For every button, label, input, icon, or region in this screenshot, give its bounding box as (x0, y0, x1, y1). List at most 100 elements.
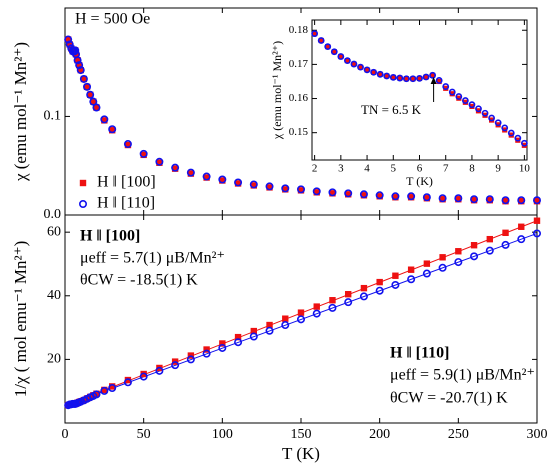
annotation: TN = 6.5 K (361, 102, 422, 117)
marker-circle (64, 35, 73, 44)
marker-circle (317, 37, 325, 44)
marker-circle (396, 74, 404, 82)
marker-circle (86, 90, 95, 99)
y-axis-label: χ (emu mol⁻¹ Mn²⁺) (270, 41, 284, 140)
marker-square (455, 196, 462, 203)
annotation: H = 500 Oe (75, 11, 150, 28)
marker-square (338, 53, 344, 60)
marker-circle (79, 74, 88, 83)
marker-square (187, 170, 195, 177)
marker-circle (344, 189, 353, 198)
marker-square (470, 242, 478, 249)
marker-circle (350, 60, 358, 68)
marker-circle (202, 349, 211, 358)
marker-circle (186, 168, 195, 177)
marker-square (392, 194, 399, 201)
marker-circle (475, 105, 482, 113)
marker-circle (429, 71, 437, 79)
marker-square (376, 193, 383, 200)
marker-square (329, 297, 336, 304)
marker-circle (391, 192, 400, 201)
marker-circle (75, 61, 84, 70)
marker-square (397, 75, 403, 81)
marker-circle (83, 82, 92, 91)
marker-square (329, 190, 336, 197)
y-tick-label: 0.17 (289, 58, 309, 70)
marker-circle (485, 246, 494, 255)
marker-square (124, 376, 132, 384)
legend-marker (79, 200, 88, 209)
marker-circle (311, 30, 319, 38)
marker-square (64, 36, 72, 43)
marker-square (430, 72, 436, 78)
marker-square (439, 254, 446, 261)
marker-square (331, 49, 337, 55)
marker-circle (435, 77, 443, 84)
marker-circle (296, 185, 305, 194)
marker-circle (438, 194, 447, 203)
marker-circle (171, 163, 180, 172)
marker-square (344, 58, 350, 64)
marker-square (533, 217, 541, 224)
marker-square (75, 61, 83, 69)
marker-square (109, 383, 116, 390)
x-tick-label: 0 (62, 427, 69, 442)
marker-circle (422, 269, 431, 278)
x-tick-label: 200 (369, 427, 390, 442)
marker-square (502, 229, 509, 237)
x-axis-label: T (K) (406, 174, 433, 188)
marker-circle (448, 88, 456, 96)
marker-square (392, 272, 399, 279)
marker-circle (330, 48, 338, 56)
marker-square (357, 64, 364, 70)
y-tick-label: 0.16 (289, 92, 309, 104)
marker-square (266, 184, 273, 191)
marker-circle (265, 326, 274, 335)
marker-circle (234, 178, 243, 187)
panel: 0 50 100 150 200 250 300 20 40 60 T (K) 1/χ ( mol e… (11, 214, 548, 463)
x-tick-label: 7 (443, 163, 449, 175)
marker-square (297, 187, 305, 194)
annotation: μeff = 5.7(1) μB/Mn²⁺ (80, 250, 225, 267)
annotation: H ‖ [110] (390, 345, 449, 362)
marker-square (345, 191, 352, 198)
marker-square (325, 44, 331, 50)
marker-square (203, 346, 210, 353)
marker-circle (481, 109, 489, 117)
marker-circle (202, 172, 211, 181)
marker-circle (344, 298, 353, 307)
marker-circle (442, 83, 450, 90)
marker-circle (139, 149, 148, 158)
marker-circle (76, 66, 85, 75)
marker-circle (324, 43, 332, 51)
marker-circle (422, 73, 430, 81)
marker-square (410, 76, 416, 82)
marker-square (80, 75, 88, 83)
marker-square (312, 31, 318, 37)
marker-circle (328, 303, 337, 312)
marker-circle (71, 46, 80, 55)
marker-circle (234, 338, 243, 347)
legend-label: H ‖ [100] (97, 174, 156, 191)
marker-circle (155, 366, 164, 375)
marker-circle (407, 192, 416, 201)
x-tick-label: 4 (364, 163, 370, 175)
marker-square (351, 61, 357, 67)
marker-circle (485, 195, 494, 204)
marker-square (297, 309, 305, 316)
marker-square (360, 284, 368, 292)
x-tick-label: 5 (391, 163, 397, 175)
marker-circle (249, 180, 258, 189)
marker-circle (501, 196, 510, 205)
marker-square (77, 66, 84, 74)
x-tick-label: 3 (338, 163, 344, 175)
marker-square (407, 194, 415, 201)
x-tick-label: 250 (448, 427, 469, 442)
x-tick-label: 150 (291, 427, 312, 442)
marker-square (407, 266, 415, 273)
marker-circle (359, 190, 368, 199)
marker-square (364, 67, 370, 73)
marker-circle (514, 134, 522, 142)
marker-circle (409, 75, 417, 83)
marker-square (250, 327, 257, 335)
